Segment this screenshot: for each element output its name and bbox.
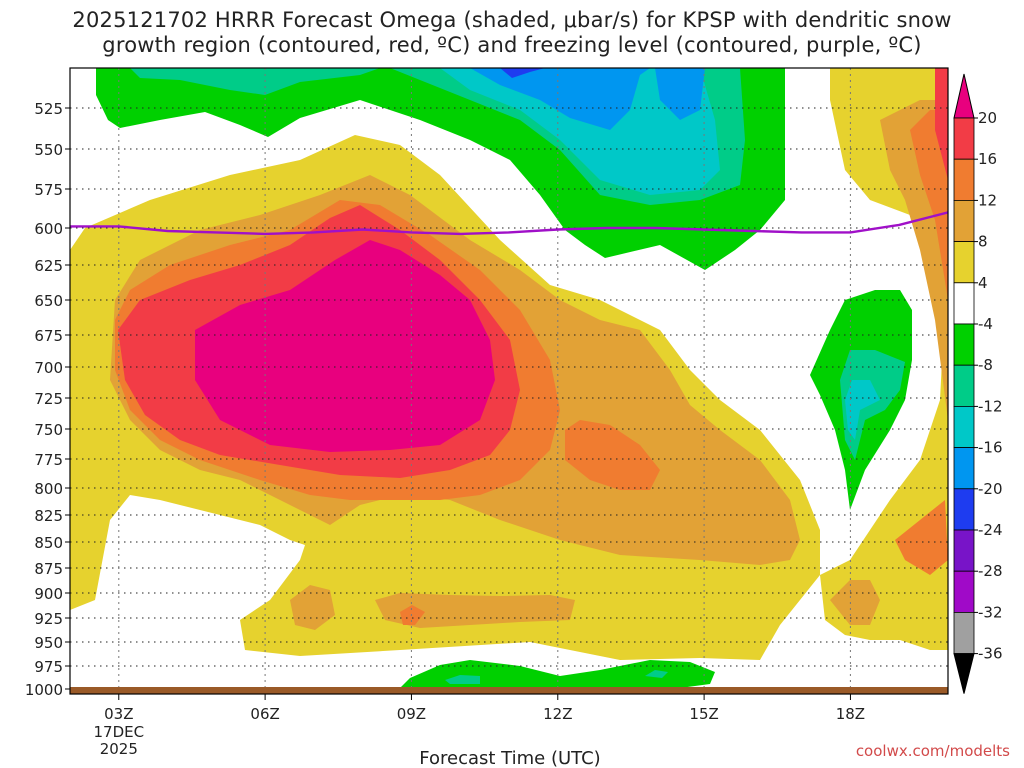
y-tick-label: 575 <box>34 181 63 199</box>
ground-surface <box>70 687 948 694</box>
title-line-1: 2025121702 HRRR Forecast Omega (shaded, … <box>72 8 952 32</box>
x-tick-label: 03Z <box>104 705 133 723</box>
colorbar-segment <box>953 447 975 490</box>
y-tick-label: 700 <box>34 359 63 377</box>
colorbar-top-arrow <box>953 73 975 119</box>
freezing-level-group <box>70 211 948 236</box>
y-tick-label: 525 <box>34 100 63 118</box>
omega-pos-12-c <box>400 605 425 625</box>
omega-pos-8-lower2 <box>375 593 575 628</box>
colorbar-segment <box>953 405 975 448</box>
y-axis: 525 550 575 600 625 650 675 700 725 750 775 800 825 8… <box>25 100 70 699</box>
x-tick-label: 15Z <box>689 705 718 723</box>
omega-neg-8-bottom2 <box>645 670 668 678</box>
omega-pos-8-right <box>830 580 880 625</box>
date-label-day: 17DEC <box>94 723 145 741</box>
omega-pos-16-right <box>935 68 948 180</box>
colorbar-segment <box>953 199 975 242</box>
colorbar-segment <box>953 612 975 655</box>
omega-neg-8-bottom <box>445 675 480 684</box>
plot-frame <box>69 67 949 695</box>
colorbar-label: 20 <box>978 109 997 127</box>
y-tick-label: 675 <box>34 327 63 345</box>
x-tick-label: 18Z <box>836 705 865 723</box>
colorbar-label: -4 <box>978 315 993 333</box>
colorbar-label: 8 <box>978 233 988 251</box>
ground-group <box>70 687 948 694</box>
y-tick-label: 550 <box>34 141 63 159</box>
colorbar-segment <box>953 323 975 366</box>
colorbar-label: 12 <box>978 191 997 209</box>
y-tick-label: 900 <box>34 585 63 603</box>
title-line-2: growth region (contoured, red, ºC) and f… <box>102 33 922 57</box>
colorbar-label: -8 <box>978 356 993 374</box>
y-tick-label: 850 <box>34 534 63 552</box>
x-tick-label: 12Z <box>543 705 572 723</box>
colorbar-segment <box>953 117 975 160</box>
colorbar-label: -12 <box>978 397 1003 415</box>
omega-neg-16 <box>470 68 650 130</box>
colorbar-label: -20 <box>978 480 1003 498</box>
colorbar-label: -32 <box>978 603 1003 621</box>
y-tick-label: 975 <box>34 658 63 676</box>
y-tick-label: 650 <box>34 292 63 310</box>
omega-pos-8-lower <box>290 585 335 630</box>
credit-text: coolwx.com/modelts <box>855 742 1010 760</box>
omega-neg-12 <box>440 68 720 195</box>
omega-pos-12-right2 <box>895 500 948 575</box>
colorbar-label: -24 <box>978 521 1003 539</box>
x-axis-label: Forecast Time (UTC) <box>419 748 600 768</box>
colorbar-segment <box>953 241 975 284</box>
y-tick-label: 875 <box>34 560 63 578</box>
y-tick-label: 775 <box>34 451 63 469</box>
omega-neg-20 <box>500 68 545 78</box>
omega-neg-16b <box>655 68 705 120</box>
date-label-year: 2025 <box>100 740 138 758</box>
colorbar-label: 4 <box>978 274 988 292</box>
colorbar-label: -28 <box>978 562 1003 580</box>
colorbar-segment <box>953 158 975 201</box>
y-tick-label: 750 <box>34 421 63 439</box>
colorbar-segment <box>953 282 975 325</box>
colorbar-segment <box>953 529 975 572</box>
omega-neg-12-right <box>845 380 880 440</box>
y-tick-label: 825 <box>34 507 63 525</box>
omega-shading <box>70 68 948 688</box>
omega-neg-8a <box>130 68 380 95</box>
chart-title: 2025121702 HRRR Forecast Omega (shaded, … <box>0 8 1024 58</box>
x-tick-label: 09Z <box>397 705 426 723</box>
y-tick-label: 725 <box>34 390 63 408</box>
y-tick-label: 925 <box>34 610 63 628</box>
omega-pos-12-b <box>565 420 660 490</box>
y-tick-label: 950 <box>34 634 63 652</box>
y-tick-label: 1000 <box>25 681 63 699</box>
y-tick-label: 625 <box>34 257 63 275</box>
colorbar-segment <box>953 570 975 613</box>
omega-pos-20 <box>195 240 495 452</box>
colorbar-segment <box>953 488 975 531</box>
y-tick-label: 600 <box>34 220 63 238</box>
x-tick-label: 06Z <box>250 705 279 723</box>
colorbar-label: -16 <box>978 439 1003 457</box>
y-tick-label: 800 <box>34 480 63 498</box>
colorbar-label: -36 <box>978 645 1003 663</box>
colorbar: 20 16 12 8 4 -4 -8 -12 -16 -20 -24 -28 -32 -36 <box>953 73 1003 694</box>
colorbar-bottom-arrow <box>953 653 975 694</box>
omega-pos-12-right <box>910 110 948 300</box>
colorbar-segment <box>953 364 975 407</box>
colorbar-label: 16 <box>978 150 997 168</box>
freezing-level-line <box>70 211 948 236</box>
